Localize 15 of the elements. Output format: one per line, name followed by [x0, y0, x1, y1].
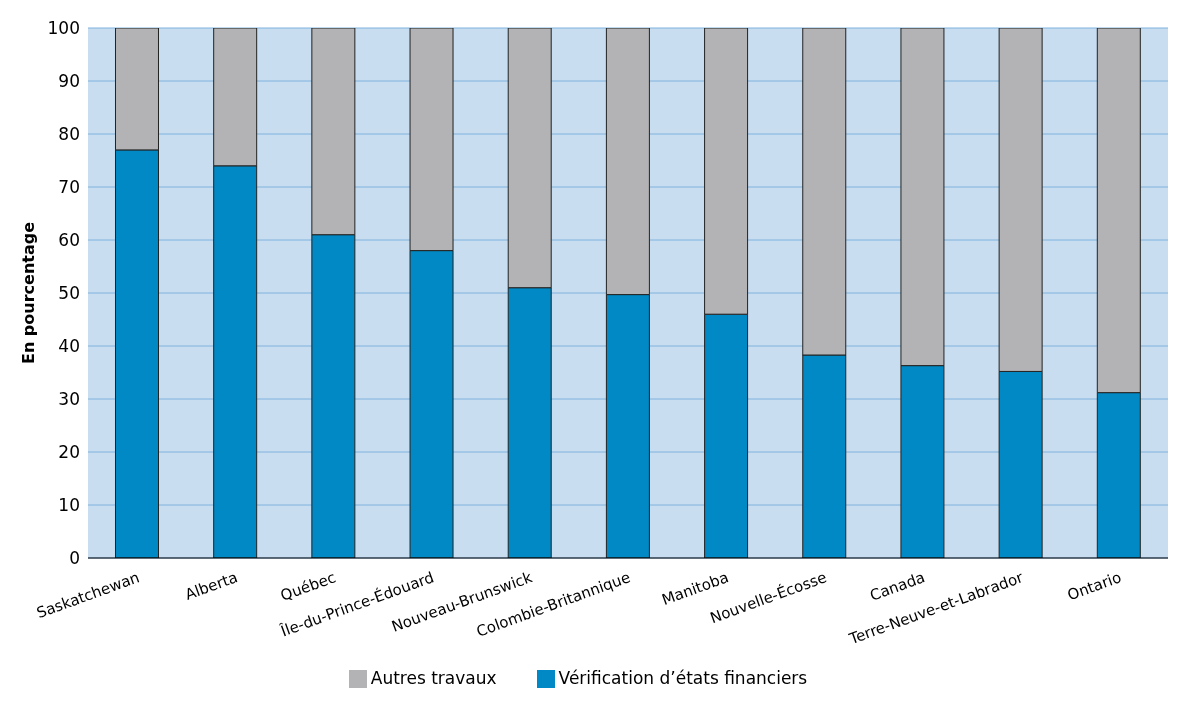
- y-tick-label: 70: [58, 177, 80, 198]
- x-tick-label: Ontario: [1065, 568, 1124, 605]
- y-tick-label: 0: [69, 548, 80, 569]
- y-tick-label: 10: [58, 495, 80, 516]
- y-tick-label: 90: [58, 71, 80, 92]
- y-tick-label: 80: [58, 124, 80, 145]
- y-tick-label: 100: [47, 18, 80, 39]
- y-tick-label: 20: [58, 442, 80, 463]
- y-tick-label: 40: [58, 336, 80, 357]
- y-tick-label: 60: [58, 230, 80, 251]
- y-tick-label: 30: [58, 389, 80, 410]
- legend-label: Vérification d’états financiers: [558, 668, 808, 688]
- legend-label: Autres travaux: [370, 668, 497, 688]
- y-axis-title: En pourcentage: [18, 221, 38, 365]
- y-tick-label: 50: [58, 283, 80, 304]
